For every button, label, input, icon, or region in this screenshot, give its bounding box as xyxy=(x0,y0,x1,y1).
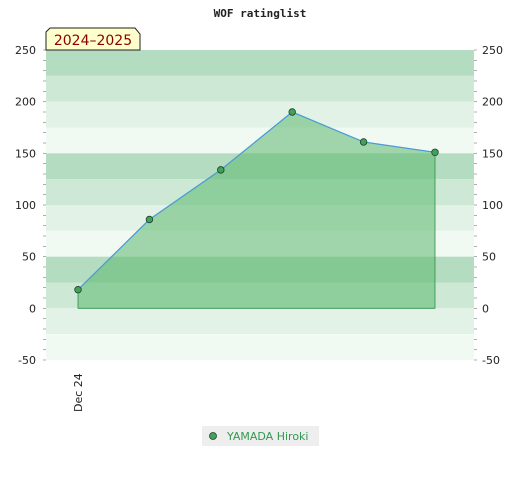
legend-entry-label[interactable]: YAMADA Hiroki xyxy=(226,430,308,443)
series-line xyxy=(77,111,436,291)
left-tick-label: -50 xyxy=(18,354,36,367)
data-point[interactable] xyxy=(74,286,82,294)
right-tick-label: 50 xyxy=(482,251,496,264)
season-badge-box xyxy=(45,27,141,51)
left-tick-label: 50 xyxy=(22,251,36,264)
background-band xyxy=(46,50,474,76)
left-tick-label: 0 xyxy=(29,302,36,315)
chart-title: WOF ratinglist xyxy=(214,7,307,20)
x-tick-label: Dec 24 xyxy=(72,373,85,412)
background-band xyxy=(46,75,474,102)
right-tick-label: 150 xyxy=(482,147,503,160)
background-band xyxy=(46,101,474,128)
legend[interactable]: YAMADA Hiroki xyxy=(202,426,319,446)
right-tick-label: 250 xyxy=(482,44,503,57)
data-point[interactable] xyxy=(217,166,225,174)
right-tick-label: 200 xyxy=(482,96,503,109)
season-badge: 2024–2025 xyxy=(45,27,141,51)
right-axis-tick-labels: -50 0 50 100 150 200 250 xyxy=(482,44,503,367)
season-label: 2024–2025 xyxy=(54,33,132,49)
left-tick-label: 200 xyxy=(15,96,36,109)
data-point[interactable] xyxy=(431,148,439,156)
data-point[interactable] xyxy=(288,108,296,116)
left-tick-label: 150 xyxy=(15,147,36,160)
left-axis-tick-labels: -50 0 50 100 150 200 250 xyxy=(15,44,36,367)
minor-ticks xyxy=(43,49,477,361)
right-tick-label: 100 xyxy=(482,199,503,212)
data-point[interactable] xyxy=(145,215,154,224)
right-tick-label: 0 xyxy=(482,302,489,315)
background-band xyxy=(46,334,474,360)
left-tick-label: 100 xyxy=(15,199,36,212)
series-markers xyxy=(74,108,439,294)
legend-marker xyxy=(209,432,217,440)
right-tick-label: -50 xyxy=(482,354,500,367)
left-tick-label: 250 xyxy=(15,44,36,57)
background-band xyxy=(46,308,474,335)
legend-box xyxy=(202,426,319,446)
data-point[interactable] xyxy=(359,138,368,146)
